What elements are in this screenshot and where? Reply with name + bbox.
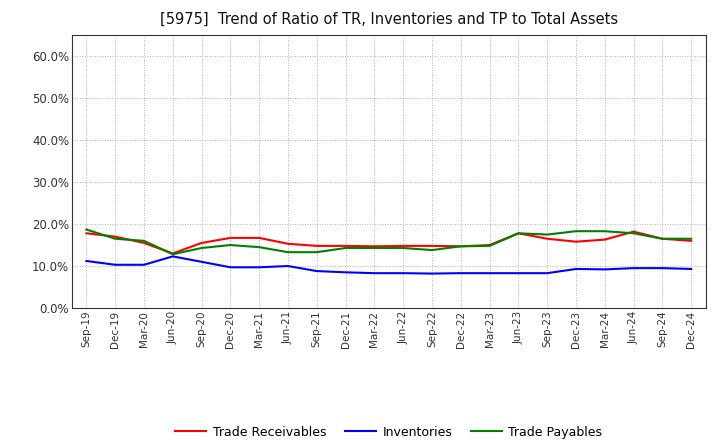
- Trade Payables: [543, 232, 552, 237]
- Line: Inventories: Inventories: [86, 257, 691, 274]
- Trade Payables: [370, 246, 379, 251]
- Trade Payables: [284, 249, 292, 255]
- Inventories: [341, 270, 350, 275]
- Inventories: [428, 271, 436, 276]
- Trade Payables: [572, 228, 580, 234]
- Trade Payables: [226, 242, 235, 248]
- Trade Receivables: [543, 236, 552, 242]
- Trade Payables: [456, 244, 465, 249]
- Inventories: [226, 264, 235, 270]
- Inventories: [600, 267, 609, 272]
- Line: Trade Payables: Trade Payables: [86, 230, 691, 254]
- Trade Receivables: [485, 242, 494, 248]
- Trade Receivables: [284, 241, 292, 246]
- Trade Receivables: [341, 243, 350, 249]
- Inventories: [456, 271, 465, 276]
- Trade Payables: [168, 252, 177, 257]
- Trade Receivables: [399, 243, 408, 249]
- Trade Payables: [629, 231, 638, 236]
- Trade Receivables: [140, 240, 148, 246]
- Trade Receivables: [168, 251, 177, 256]
- Trade Payables: [82, 227, 91, 232]
- Inventories: [168, 254, 177, 259]
- Inventories: [658, 265, 667, 271]
- Title: [5975]  Trend of Ratio of TR, Inventories and TP to Total Assets: [5975] Trend of Ratio of TR, Inventories…: [160, 12, 618, 27]
- Inventories: [370, 271, 379, 276]
- Trade Receivables: [370, 244, 379, 249]
- Trade Payables: [687, 236, 696, 242]
- Trade Receivables: [197, 240, 206, 246]
- Inventories: [82, 258, 91, 264]
- Inventories: [485, 271, 494, 276]
- Inventories: [687, 266, 696, 271]
- Inventories: [312, 268, 321, 274]
- Trade Payables: [399, 246, 408, 251]
- Trade Payables: [255, 245, 264, 250]
- Trade Receivables: [255, 235, 264, 241]
- Trade Receivables: [629, 229, 638, 234]
- Trade Payables: [600, 228, 609, 234]
- Trade Payables: [428, 247, 436, 253]
- Legend: Trade Receivables, Inventories, Trade Payables: Trade Receivables, Inventories, Trade Pa…: [170, 421, 608, 440]
- Trade Receivables: [82, 231, 91, 236]
- Trade Receivables: [572, 239, 580, 244]
- Inventories: [514, 271, 523, 276]
- Trade Receivables: [687, 238, 696, 243]
- Trade Payables: [341, 246, 350, 251]
- Trade Receivables: [600, 237, 609, 242]
- Line: Trade Receivables: Trade Receivables: [86, 231, 691, 253]
- Trade Payables: [658, 236, 667, 242]
- Inventories: [543, 271, 552, 276]
- Inventories: [197, 259, 206, 264]
- Inventories: [629, 265, 638, 271]
- Inventories: [140, 262, 148, 268]
- Trade Receivables: [226, 235, 235, 241]
- Trade Payables: [111, 236, 120, 242]
- Trade Payables: [140, 238, 148, 243]
- Trade Payables: [485, 243, 494, 249]
- Inventories: [572, 266, 580, 271]
- Inventories: [284, 264, 292, 269]
- Inventories: [111, 262, 120, 268]
- Trade Receivables: [312, 243, 321, 249]
- Trade Receivables: [514, 231, 523, 236]
- Inventories: [255, 264, 264, 270]
- Trade Receivables: [456, 244, 465, 249]
- Inventories: [399, 271, 408, 276]
- Trade Payables: [312, 249, 321, 255]
- Trade Receivables: [658, 236, 667, 242]
- Trade Payables: [514, 231, 523, 236]
- Trade Payables: [197, 246, 206, 251]
- Trade Receivables: [111, 234, 120, 239]
- Trade Receivables: [428, 243, 436, 249]
